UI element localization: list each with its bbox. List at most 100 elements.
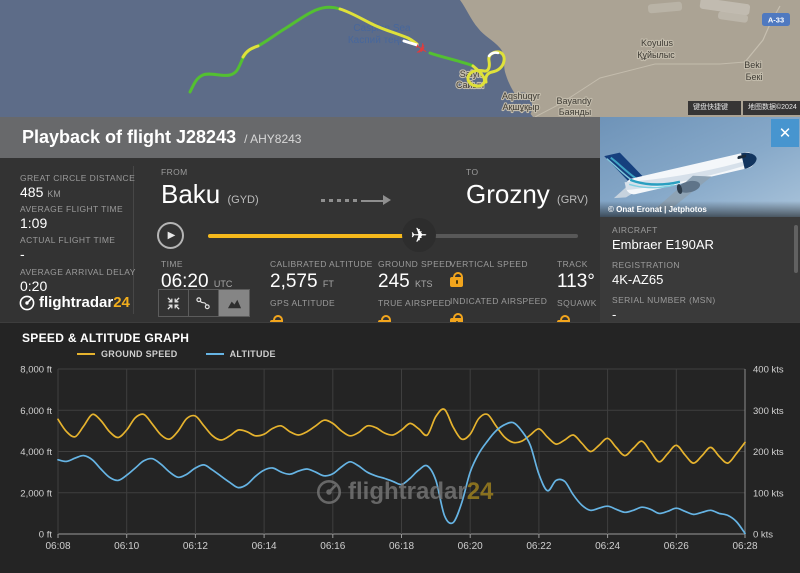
svg-text:06:16: 06:16 [320,541,345,552]
stat-actual-flight-time: ACTUAL FLIGHT TIME - [20,235,116,262]
map-data-attribution-link[interactable]: 地图数据©2024 [743,101,800,115]
collapse-icon [167,296,180,310]
graph-view-button[interactable] [219,290,249,316]
map-label-beki-cyr: Бекі [746,72,763,82]
radar-watermark-icon [316,479,342,505]
flight-trail [188,5,506,94]
map-canvas: Caspian Sea Каспий теңізі Saiyn Сайын Aq… [0,0,800,117]
photo-credit-link[interactable]: © Onat Eronat | Jetphotos [600,201,800,217]
svg-text:06:14: 06:14 [252,541,277,552]
svg-text:400 kts: 400 kts [753,365,784,376]
close-icon[interactable]: ✕ [771,119,799,147]
svg-text:6,000 ft: 6,000 ft [20,406,52,417]
svg-text:0 ft: 0 ft [39,530,53,541]
trail-white-arc [487,51,500,58]
stat-average-flight-time: AVERAGE FLIGHT TIME 1:09 [20,204,124,231]
graph-icon [227,299,241,308]
trail-yellow-loop [466,50,506,88]
map-label-aqshuqyr: Aqshuqyr [502,91,540,101]
collapse-view-button[interactable] [159,290,189,316]
to-city: Grozny [466,179,550,209]
legend-ground-speed: GROUND SPEED [77,349,178,359]
route-icon [196,296,210,309]
route-view-button[interactable] [189,290,219,316]
speed-altitude-graph: SPEED & ALTITUDE GRAPH GROUND SPEED ALTI… [0,322,800,573]
ground-speed-swatch [77,353,95,355]
map-road [534,61,746,117]
aircraft-info-panel: ✕ © Onat Eronat | Jetphotos AIRCRAFT Emb… [600,117,800,322]
panel-divider [133,166,134,314]
from-city: Baku [161,179,221,209]
graph-title: SPEED & ALTITUDE GRAPH [22,331,190,345]
radar-icon [19,295,35,310]
page-title: Playback of flight J28243 [22,127,237,147]
play-button[interactable]: ▶ [157,222,184,249]
svg-text:06:08: 06:08 [45,541,70,552]
aircraft-registration: REGISTRATION 4K-AZ65 [612,260,680,287]
trail-yellow-cruise [338,7,419,46]
map-terrain-patch [699,0,751,16]
telemetry-time: TIME 06:20 UTC [161,259,233,292]
svg-text:06:24: 06:24 [595,541,620,552]
to-airport-code: (GRV) [557,194,589,206]
svg-text:06:20: 06:20 [458,541,483,552]
map-lake [515,92,533,116]
svg-text:8,000 ft: 8,000 ft [20,365,52,376]
road-badge-a33: A-33 [762,13,790,26]
map-land-area [460,0,800,117]
svg-text:2,000 ft: 2,000 ft [20,488,52,499]
svg-text:06:12: 06:12 [183,541,208,552]
graph-watermark: flightradar 24 [316,478,493,506]
series-altitude [57,421,746,535]
chart-canvas[interactable]: 8,000 ft 400 kts 6,000 ft 300 kts 4,000 ft 20… [0,323,800,573]
aircraft-photo[interactable]: ✕ © Onat Eronat | Jetphotos [600,117,800,217]
playback-slider[interactable] [208,234,578,238]
map-label-koyulus-cyr: Құйылыс [637,50,675,60]
slider-plane-icon: ✈ [410,224,428,247]
svg-text:200 kts: 200 kts [753,447,784,458]
svg-text:06:10: 06:10 [114,541,139,552]
altitude-swatch [205,353,224,355]
map-label-beki: Beki [744,60,762,70]
play-icon: ▶ [167,230,176,241]
map-label-koyulus: Koyulus [641,38,674,48]
svg-text:300 kts: 300 kts [753,406,784,417]
svg-text:A-33: A-33 [768,16,784,25]
svg-text:4,000 ft: 4,000 ft [20,447,52,458]
svg-text:06:18: 06:18 [389,541,414,552]
map-label-bayandy-cyr: Баянды [559,107,591,117]
aircraft-msn: SERIAL NUMBER (MSN) - [612,295,716,322]
route-to: TO Grozny (GRV) [466,167,589,209]
aircraft-photo-illustration [604,152,757,211]
from-airport-code: (GYD) [227,194,259,206]
panel-scrollbar[interactable] [794,225,798,273]
map-label-bayandy: Bayandy [556,96,592,106]
graph-legend: GROUND SPEED ALTITUDE [77,349,276,359]
flight-info-panel: GREAT CIRCLE DISTANCE 485 KM AVERAGE FLI… [0,158,600,330]
trail-white-segment [402,39,419,47]
map-label-caspian-sea-kz: Каспий теңізі [348,35,408,46]
trail-yellow-patch [241,44,260,59]
view-toggle-group [158,289,250,317]
route-direction-arrow [321,195,391,205]
lock-icon-vertical-speed [450,272,463,287]
playback-position-handle[interactable]: ✈ [402,218,436,252]
flightradar24-logo[interactable]: flightradar 24 [19,294,130,311]
stat-average-arrival-delay: AVERAGE ARRIVAL DELAY 0:20 [20,267,136,294]
map-view[interactable]: Caspian Sea Каспий теңізі Saiyn Сайын Aq… [0,0,800,117]
svg-text:06:28: 06:28 [732,541,757,552]
svg-text:06:22: 06:22 [526,541,551,552]
aircraft-details: AIRCRAFT Embraer E190AR REGISTRATION 4K-… [612,225,716,330]
playback-progress [208,234,418,238]
page-subtitle: / AHY8243 [244,132,302,146]
map-terrain-patch [717,11,749,23]
svg-text:100 kts: 100 kts [753,488,784,499]
map-keyboard-shortcuts-link[interactable]: 键盘快捷键 [688,101,741,115]
map-label-aqshuqyr-cyr: Ақшұқыр [502,102,539,112]
route-from: FROM Baku (GYD) [161,167,259,209]
aircraft-type: AIRCRAFT Embraer E190AR [612,225,714,252]
map-terrain-patch [647,1,683,14]
svg-text:0 kts: 0 kts [753,530,773,541]
stat-great-circle-distance: GREAT CIRCLE DISTANCE 485 KM [20,173,136,200]
